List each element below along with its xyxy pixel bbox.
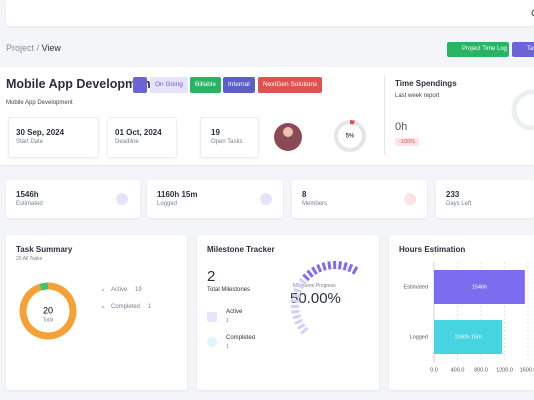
stat-label: Logged	[157, 201, 178, 207]
tag: Internal	[223, 77, 255, 93]
stat-icon	[116, 193, 128, 205]
info-value: 30 Sep, 2024	[16, 128, 65, 137]
settings-icon[interactable]	[530, 8, 534, 18]
item-icon	[207, 337, 217, 347]
stat-value: 233	[446, 190, 460, 199]
info-value: 01 Oct, 2024	[115, 128, 162, 137]
panel-title: Hours Estimation	[399, 245, 466, 254]
info-label: Start Date	[16, 139, 44, 145]
item-name: Active	[226, 309, 243, 315]
hours-panel: Hours Estimation	[389, 235, 534, 390]
milestone-panel: Milestone Tracker 2 Total Milestones Mil…	[197, 235, 379, 390]
breadcrumb: Project / View	[6, 43, 61, 53]
progress-label: Milestone Progress	[293, 283, 336, 289]
stat-value: 1546h	[16, 190, 39, 199]
item-icon	[207, 312, 217, 322]
stat-card: 1160h 15m Logged	[147, 180, 283, 218]
legend-label: Completed	[111, 304, 141, 310]
breadcrumb-current: View	[41, 43, 61, 53]
item-name: Completed	[226, 335, 256, 341]
breadcrumb-parent[interactable]: Project	[6, 43, 35, 53]
project-subtitle: Mobile App Development	[6, 100, 73, 106]
stat-value: 1160h 15m	[157, 190, 198, 199]
stat-icon	[404, 193, 416, 205]
stat-card: 233 Days Left	[436, 180, 534, 218]
panel-title: Milestone Tracker	[207, 245, 275, 254]
time-value: 0h	[395, 121, 408, 133]
stat-label: Days Left	[446, 201, 472, 207]
tag: NextGen Solutions	[258, 77, 323, 93]
tag-icon	[133, 77, 147, 93]
tag: On Going	[150, 77, 188, 93]
stat-card: 1546h Estimated	[6, 180, 140, 218]
top-bar	[6, 0, 534, 26]
breadcrumb-separator: /	[36, 43, 40, 53]
info-card: 01 Oct, 2024 Deadline	[107, 117, 177, 158]
time-title: Time Spendings	[395, 79, 457, 88]
divider	[384, 75, 385, 155]
item-count: 1	[226, 344, 229, 350]
legend-value: 1	[148, 304, 152, 310]
stat-card: 8 Members	[292, 180, 427, 218]
stat-icon	[260, 193, 272, 205]
stat-label: Estimated	[16, 201, 43, 207]
progress-text: 50.00%	[290, 290, 341, 307]
time-subtitle: Last week report	[395, 93, 440, 99]
time-change: -100%	[395, 138, 419, 146]
milestone-total: 2	[207, 268, 216, 285]
panel-subtitle: 20 All Tasks	[16, 256, 43, 262]
info-card: 19 Open Tasks	[200, 117, 259, 158]
task-summary-panel: Task Summary 20 All Tasks Active 19 Comp…	[6, 235, 187, 390]
time-log-button[interactable]: Project Time Log	[447, 42, 509, 57]
stat-label: Members	[302, 201, 328, 207]
project-title: Mobile App Development	[6, 77, 155, 91]
info-label: Open Tasks	[211, 139, 243, 145]
info-label: Deadline	[115, 139, 139, 145]
item-count: 1	[226, 318, 229, 324]
info-value: 19	[211, 128, 220, 137]
info-card: 30 Sep, 2024 Start Date	[8, 117, 99, 158]
panel-title: Task Summary	[16, 245, 73, 254]
stat-value: 8	[302, 190, 307, 199]
tag: Billable	[190, 77, 221, 93]
legend-label: Active	[111, 287, 128, 293]
legend-value: 19	[135, 287, 142, 293]
milestone-total-label: Total Milestones	[207, 287, 251, 293]
task-button[interactable]: Tas	[512, 42, 534, 57]
